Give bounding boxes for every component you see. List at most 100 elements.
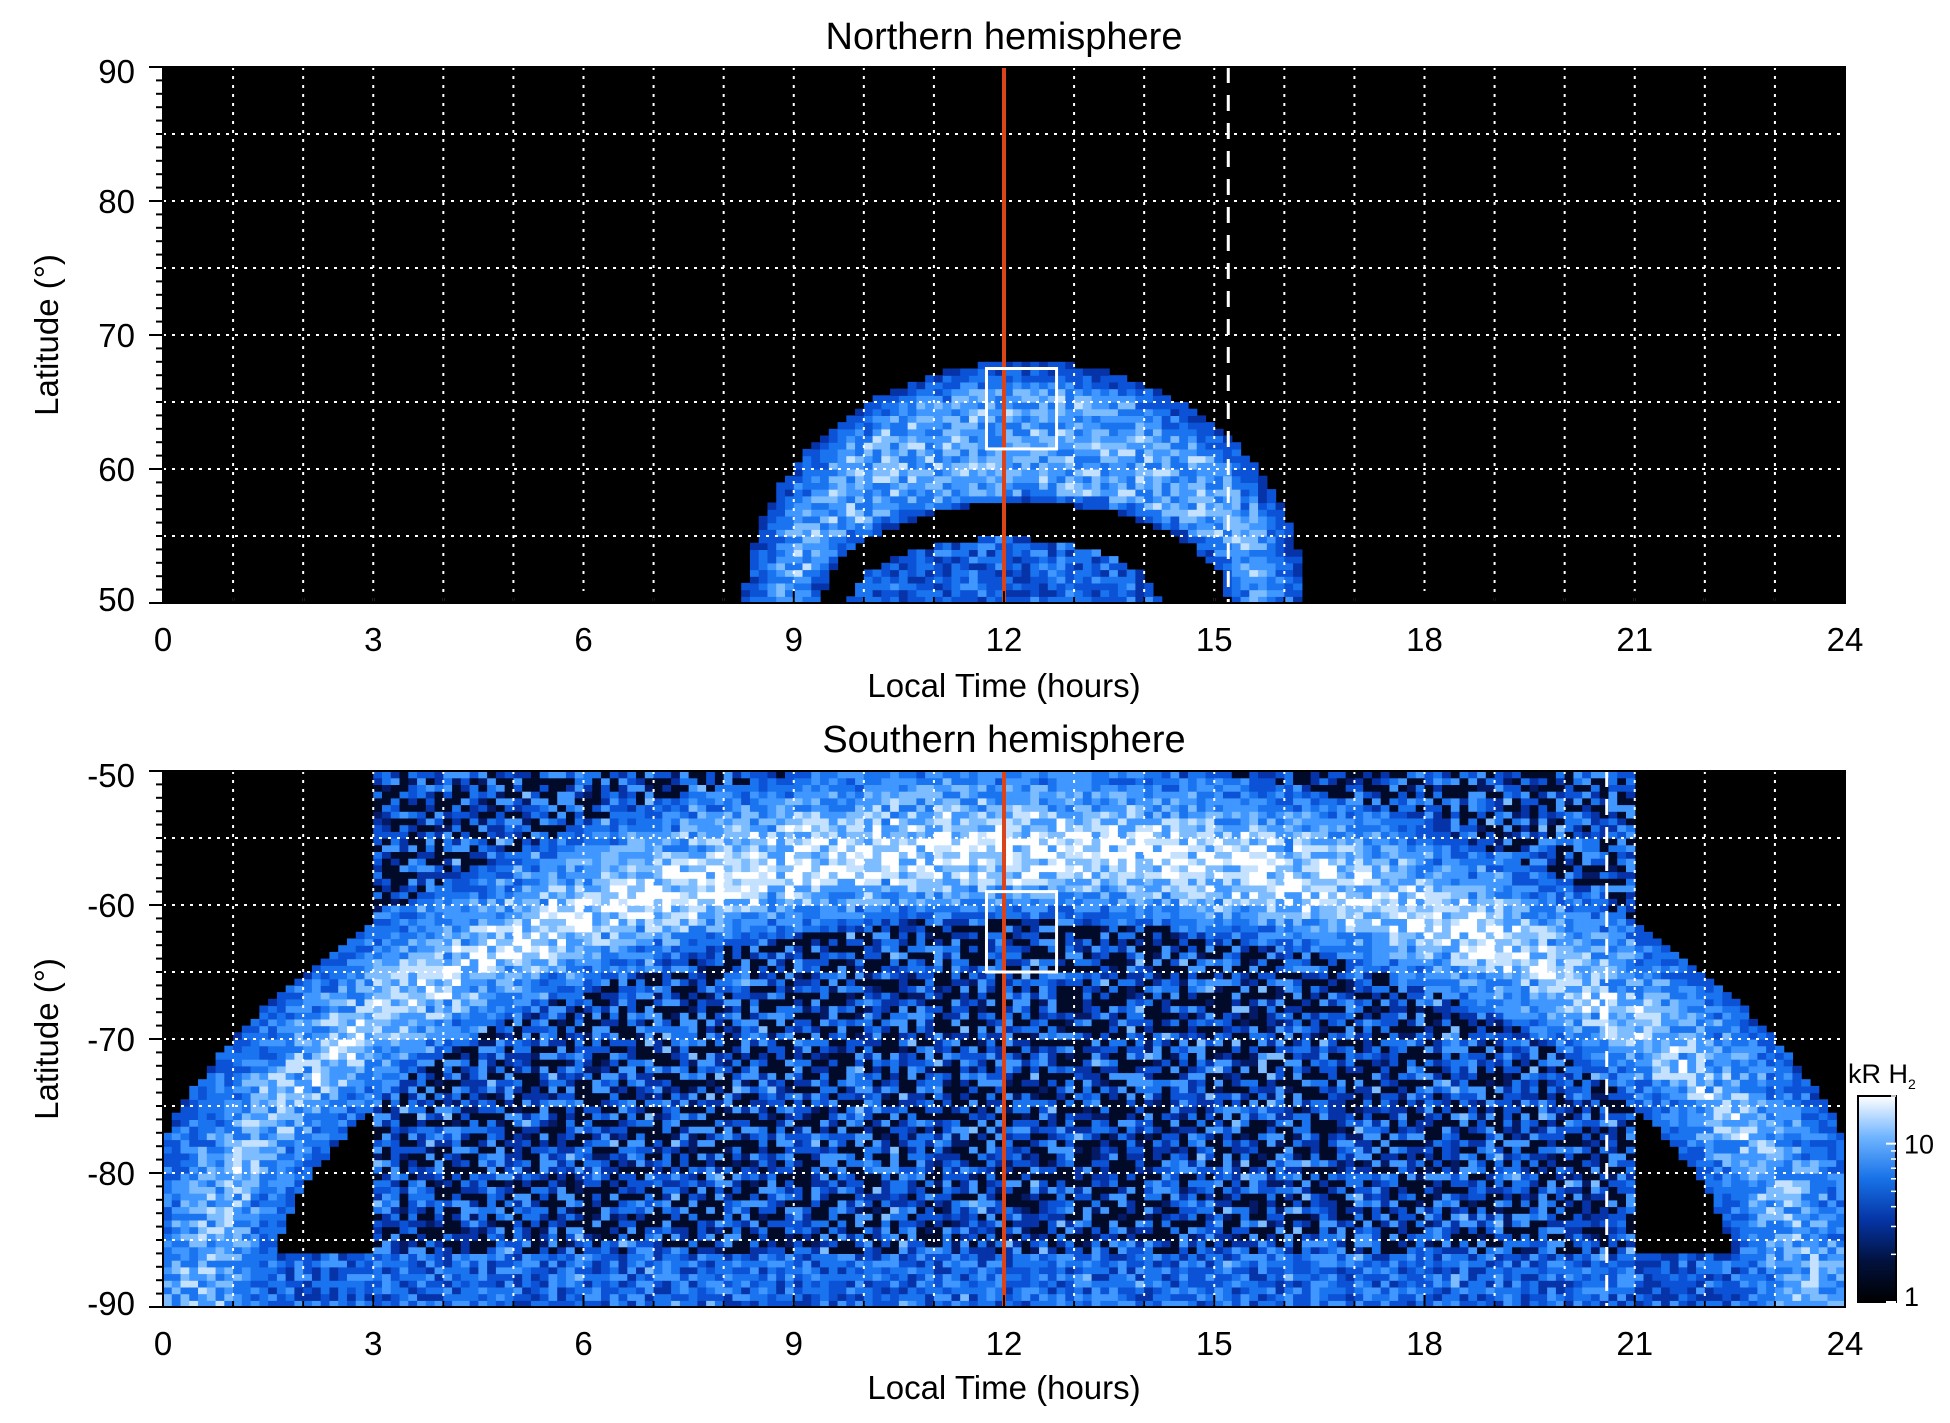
- heatmap-cell: [268, 1099, 278, 1107]
- heatmap-cell: [627, 1166, 637, 1174]
- heatmap-cell: [1152, 395, 1163, 403]
- heatmap-cell: [592, 1005, 602, 1013]
- heatmap-cell: [189, 1219, 199, 1228]
- heatmap-cell: [1179, 495, 1189, 504]
- heatmap-cell: [390, 1159, 401, 1167]
- heatmap-cell: [417, 1099, 427, 1107]
- heatmap-cell: [206, 1132, 217, 1141]
- heatmap-cell: [233, 1132, 243, 1141]
- heatmap-cell: [373, 864, 383, 873]
- heatmap-cell: [1047, 448, 1058, 457]
- heatmap-cell: [592, 1079, 602, 1087]
- heatmap-cell: [417, 1132, 427, 1141]
- heatmap-cell: [749, 542, 760, 550]
- heatmap-cell: [530, 1079, 541, 1087]
- heatmap-cell: [224, 1092, 234, 1100]
- heatmap-cell: [767, 596, 777, 603]
- heatmap-cell: [1196, 495, 1207, 504]
- heatmap-cell: [1100, 582, 1110, 591]
- heatmap-cell: [373, 1106, 383, 1114]
- heatmap-cell: [250, 1072, 260, 1080]
- heatmap-cell: [565, 985, 576, 993]
- heatmap-cell: [452, 1253, 462, 1261]
- heatmap-cell: [189, 1193, 199, 1201]
- heatmap-cell: [1275, 515, 1285, 524]
- heatmap-cell: [163, 1166, 173, 1174]
- heatmap-cell: [469, 797, 479, 806]
- heatmap-cell: [609, 1219, 620, 1228]
- heatmap-cell: [346, 1266, 357, 1275]
- heatmap-cell: [382, 1173, 392, 1181]
- heatmap-cell: [478, 1039, 488, 1047]
- heatmap-cell: [627, 838, 637, 846]
- heatmap-cell: [425, 1193, 436, 1201]
- heatmap-cell: [951, 562, 961, 571]
- heatmap-cell: [163, 1219, 173, 1228]
- heatmap-cell: [487, 1152, 497, 1161]
- heatmap-cell: [259, 1059, 269, 1067]
- heatmap-cell: [1074, 422, 1084, 430]
- heatmap-cell: [574, 1199, 585, 1208]
- heatmap-cell: [898, 489, 909, 497]
- heatmap-cell: [1275, 582, 1285, 591]
- heatmap-cell: [338, 958, 348, 966]
- heatmap-cell: [863, 448, 874, 457]
- heatmap-cell: [382, 1059, 392, 1067]
- heatmap-cell: [916, 462, 926, 470]
- heatmap-cell: [557, 811, 567, 819]
- heatmap-cell: [294, 1005, 304, 1013]
- heatmap-cell: [636, 1166, 646, 1174]
- heatmap-cell: [276, 1280, 287, 1288]
- heatmap-cell: [504, 1213, 515, 1221]
- heatmap-cell: [881, 596, 891, 603]
- heatmap-cell: [1074, 448, 1084, 457]
- heatmap-cell: [460, 831, 471, 839]
- heatmap-cell: [364, 1260, 374, 1268]
- heatmap-cell: [758, 536, 769, 544]
- heatmap-cell: [364, 1293, 374, 1301]
- heatmap-cell: [995, 576, 1005, 584]
- heatmap-cell: [741, 596, 751, 603]
- heatmap-cell: [452, 1018, 462, 1027]
- heatmap-cell: [241, 1106, 252, 1114]
- heatmap-cell: [460, 1266, 471, 1275]
- heatmap-cell: [539, 972, 550, 980]
- heatmap-cell: [513, 1226, 523, 1234]
- heatmap-cell: [1030, 375, 1040, 383]
- heatmap-cell: [1091, 475, 1101, 483]
- heatmap-cell: [548, 1206, 558, 1214]
- heatmap-cell: [1187, 455, 1198, 463]
- heatmap-cell: [1109, 469, 1119, 477]
- heatmap-cell: [855, 509, 865, 517]
- heatmap-cell: [828, 489, 839, 497]
- heatmap-cell: [382, 1012, 392, 1020]
- heatmap-cell: [1161, 395, 1172, 403]
- heatmap-cell: [898, 395, 909, 403]
- heatmap-cell: [268, 1293, 278, 1301]
- heatmap-cell: [250, 1240, 260, 1248]
- heatmap-cell: [294, 1065, 304, 1074]
- heatmap-cell: [1161, 415, 1172, 423]
- heatmap-cell: [758, 522, 769, 530]
- heatmap-cell: [846, 482, 856, 490]
- heatmap-cell: [530, 898, 541, 906]
- heatmap-cell: [574, 1186, 585, 1194]
- heatmap-cell: [399, 1106, 409, 1114]
- heatmap-cell: [408, 945, 418, 953]
- heatmap-cell: [443, 1179, 453, 1187]
- heatmap-cell: [399, 884, 409, 893]
- heatmap-cell: [399, 1266, 409, 1275]
- heatmap-cell: [285, 1079, 296, 1087]
- heatmap-cell: [1091, 408, 1101, 416]
- heatmap-cell: [452, 1072, 462, 1080]
- heatmap-cell: [609, 985, 620, 993]
- heatmap-cell: [942, 489, 953, 497]
- heatmap-cell: [382, 931, 392, 940]
- heatmap-cell: [758, 576, 769, 584]
- heatmap-cell: [530, 797, 541, 806]
- heatmap-cell: [1231, 569, 1242, 577]
- heatmap-cell: [338, 1106, 348, 1114]
- heatmap-cell: [382, 1139, 392, 1147]
- heatmap-cell: [408, 784, 418, 792]
- heatmap-cell: [329, 1085, 339, 1094]
